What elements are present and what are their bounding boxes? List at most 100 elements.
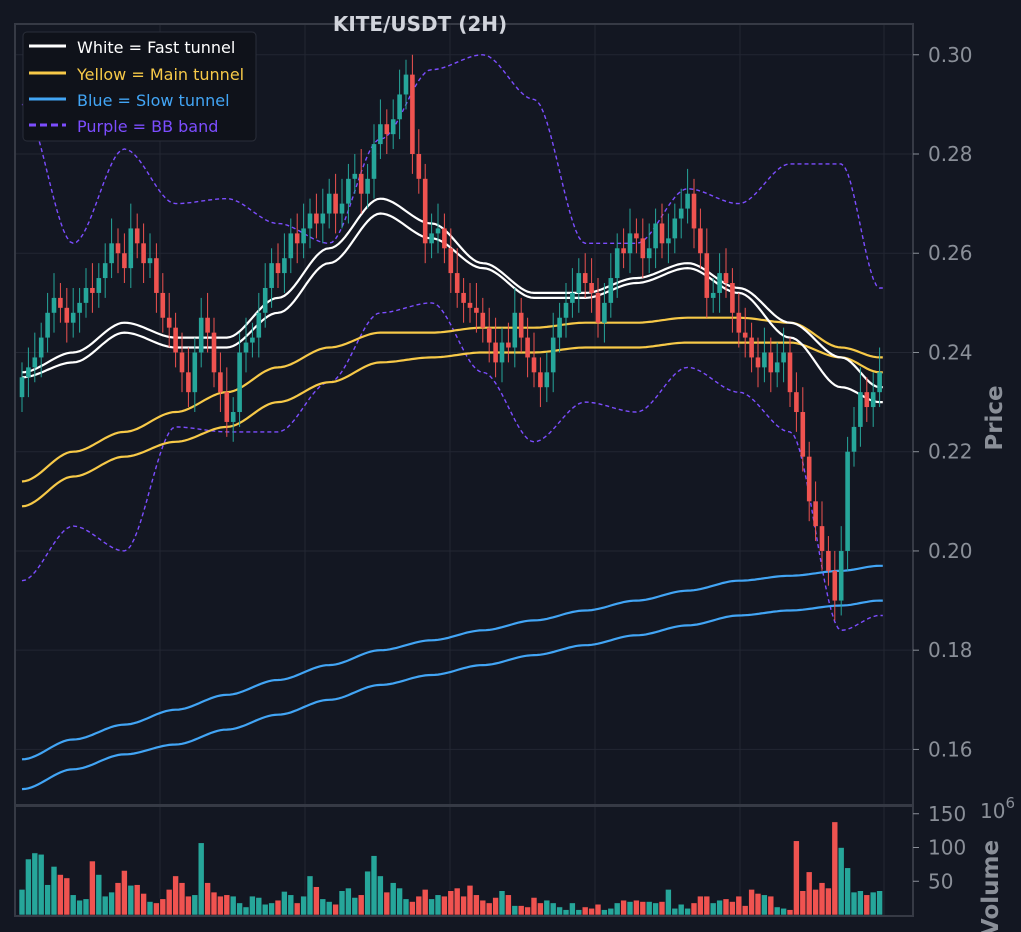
volume-bar: [434, 894, 442, 916]
candle-body: [224, 392, 230, 422]
volume-bar: [409, 901, 416, 916]
volume-bars: [18, 821, 883, 916]
volume-bar: [511, 905, 519, 916]
candle-body: [38, 337, 44, 358]
volume-bar: [236, 902, 243, 916]
volume-bar: [831, 821, 839, 916]
volume-bar: [729, 901, 736, 916]
candle-body: [262, 287, 268, 313]
fast-tunnel-upper-line: [21, 197, 883, 389]
candle-body: [256, 312, 262, 338]
volume-bar: [274, 899, 282, 916]
candle-body: [64, 307, 70, 323]
candle-body: [122, 253, 127, 269]
volume-bar: [620, 899, 627, 916]
volume-bar: [716, 899, 723, 916]
axes: 0.16 0.18 0.20 0.22 0.24 0.26 0.28 0.30 50 100 150: [913, 43, 973, 893]
volume-bar: [543, 899, 551, 916]
volume-bar: [684, 907, 691, 916]
price-tick-label: 0.16: [928, 737, 973, 761]
candle-body: [563, 302, 569, 318]
candle-body: [352, 173, 358, 179]
volume-bar: [812, 889, 819, 916]
candle-body: [550, 337, 556, 373]
volume-bar: [505, 894, 512, 916]
volume-bar: [249, 895, 256, 916]
volume-bar: [786, 909, 794, 916]
volume-bar: [364, 870, 371, 916]
volume-bar: [44, 884, 51, 916]
candle-body: [762, 352, 767, 368]
candle-body: [870, 392, 876, 408]
candle-body: [77, 302, 82, 313]
candle-body: [250, 337, 255, 343]
volume-bar: [114, 882, 122, 916]
volume-tick-label: 100: [928, 836, 966, 860]
candle-body: [378, 124, 383, 145]
candle-body: [845, 451, 850, 551]
volume-bar: [281, 891, 288, 916]
volume-bar: [671, 907, 679, 916]
candle-body: [45, 312, 50, 338]
candle-body: [275, 263, 281, 274]
volume-bar: [607, 907, 615, 916]
volume-bar: [31, 852, 39, 916]
candle-body: [422, 178, 428, 244]
volume-bar: [652, 902, 659, 916]
candle-body: [365, 178, 370, 194]
candle-body: [570, 292, 575, 303]
volume-tick-label: 150: [928, 802, 966, 826]
candle-body: [864, 392, 870, 408]
candle-body: [83, 287, 89, 303]
candle-body: [461, 292, 466, 303]
candle-body: [326, 193, 332, 214]
candle-body: [742, 332, 748, 338]
volume-bar: [556, 906, 563, 916]
candle-body: [787, 352, 793, 393]
candle-body: [531, 357, 537, 373]
volume-bar: [95, 874, 103, 916]
volume-bar: [639, 901, 647, 916]
price-axis-title: Price: [982, 385, 1008, 450]
candle-body: [109, 243, 114, 264]
candle-body: [454, 273, 460, 293]
volume-bar: [389, 882, 397, 916]
volume-bar: [153, 902, 160, 916]
candle-body: [813, 501, 818, 527]
slow-tunnel-lower-line: [21, 599, 883, 791]
volume-bar: [773, 906, 781, 916]
candle-body: [397, 94, 402, 120]
volume-bar: [383, 891, 391, 916]
volume-bar: [818, 882, 826, 916]
candle-body: [819, 526, 825, 551]
candle-body: [800, 412, 806, 457]
volume-bar: [479, 899, 487, 916]
price-tick-label: 0.20: [928, 539, 973, 563]
volume-bar: [185, 895, 192, 916]
volume-bar: [415, 895, 423, 916]
candle-body: [19, 377, 25, 398]
volume-multiplier-base: 10: [980, 799, 1005, 823]
candle-body: [858, 392, 863, 427]
candle-body: [838, 550, 844, 601]
candle-body: [467, 302, 473, 308]
candle-body: [493, 342, 498, 363]
volume-bar: [876, 890, 883, 916]
legend-label-bb: Purple = BB band: [77, 117, 218, 136]
volume-bar: [57, 874, 64, 916]
price-tick-label: 0.26: [928, 241, 973, 265]
candle-body: [294, 233, 300, 244]
price-tick-label: 0.18: [928, 638, 973, 662]
volume-bar: [844, 867, 851, 916]
volume-bar: [805, 871, 813, 916]
volume-bar: [767, 895, 775, 916]
volume-bar: [229, 895, 237, 916]
legend-label-fast: White = Fast tunnel: [77, 38, 235, 57]
volume-bar: [697, 895, 704, 916]
volume-bar: [754, 893, 762, 916]
volume-bar: [351, 897, 359, 916]
volume-bar: [466, 884, 474, 916]
volume-bar: [863, 894, 871, 916]
volume-bar: [537, 902, 544, 916]
